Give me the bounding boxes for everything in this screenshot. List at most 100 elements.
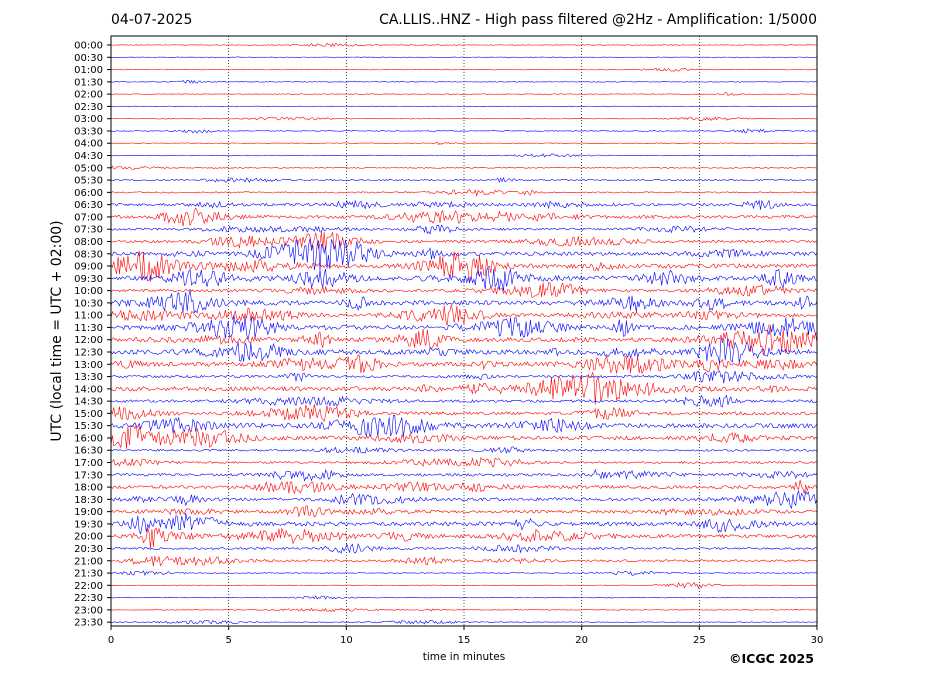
trace-2000 bbox=[110, 527, 818, 549]
trace-1200 bbox=[110, 324, 818, 356]
y-tick-label: 03:30 bbox=[74, 126, 103, 137]
y-tick-label: 12:00 bbox=[74, 335, 103, 346]
y-tick-label: 01:00 bbox=[74, 65, 103, 76]
y-tick-label: 08:00 bbox=[74, 237, 103, 248]
trace-1030 bbox=[110, 290, 818, 314]
trace-0800 bbox=[110, 231, 818, 251]
trace-1800 bbox=[110, 479, 818, 495]
y-tick-label: 22:00 bbox=[74, 581, 103, 592]
trace-0500 bbox=[110, 165, 818, 170]
trace-0030 bbox=[110, 56, 818, 58]
y-tick-label: 02:00 bbox=[74, 90, 103, 101]
trace-0300 bbox=[110, 116, 818, 122]
x-tick-label: 30 bbox=[811, 635, 824, 646]
y-tick-label: 15:30 bbox=[74, 421, 103, 432]
trace-1900 bbox=[110, 505, 818, 518]
y-tick-label: 19:30 bbox=[74, 519, 103, 530]
trace-1500 bbox=[110, 404, 818, 423]
trace-0430 bbox=[110, 153, 818, 158]
y-tick-label: 14:30 bbox=[74, 397, 103, 408]
y-tick-label: 03:00 bbox=[74, 114, 103, 125]
chart-title: CA.LLIS..HNZ - High pass filtered @2Hz -… bbox=[379, 12, 817, 28]
y-tick-label: 15:00 bbox=[74, 409, 103, 420]
trace-1830 bbox=[110, 489, 818, 510]
trace-1430 bbox=[110, 394, 818, 408]
date-label: 04-07-2025 bbox=[111, 12, 193, 28]
y-tick-label: 05:00 bbox=[74, 163, 103, 174]
x-tick-label: 15 bbox=[458, 635, 471, 646]
y-tick-label: 13:30 bbox=[74, 372, 103, 383]
trace-2200 bbox=[110, 581, 818, 589]
trace-2230 bbox=[111, 595, 818, 600]
trace-1130 bbox=[110, 314, 818, 340]
x-axis-label: time in minutes bbox=[423, 651, 505, 663]
trace-0830 bbox=[110, 238, 818, 271]
trace-1100 bbox=[110, 304, 818, 326]
trace-0330 bbox=[110, 128, 818, 134]
trace-1530 bbox=[110, 414, 818, 438]
seismic-traces bbox=[110, 42, 818, 625]
y-tick-label: 14:00 bbox=[74, 384, 103, 395]
y-tick-label: 01:30 bbox=[74, 77, 103, 88]
y-tick-label: 17:30 bbox=[74, 470, 103, 481]
trace-0600 bbox=[110, 189, 818, 197]
y-tick-label: 16:30 bbox=[74, 446, 103, 457]
x-tick-label: 0 bbox=[108, 635, 114, 646]
y-tick-label: 23:00 bbox=[74, 605, 103, 616]
x-tick-label: 20 bbox=[575, 635, 588, 646]
y-tick-label: 18:30 bbox=[74, 495, 103, 506]
y-tick-label: 17:00 bbox=[74, 458, 103, 469]
y-axis-label: UTC (local time = UTC + 02:00) bbox=[49, 220, 65, 441]
y-tick-label: 04:00 bbox=[74, 139, 103, 150]
y-tick-label: 21:30 bbox=[74, 569, 103, 580]
y-tick-label: 16:00 bbox=[74, 433, 103, 444]
y-tick-label: 04:30 bbox=[74, 151, 103, 162]
trace-0200 bbox=[110, 92, 818, 97]
trace-0530 bbox=[110, 176, 818, 183]
y-tick-label: 00:00 bbox=[74, 41, 103, 52]
trace-0100 bbox=[110, 67, 818, 72]
y-tick-label: 09:00 bbox=[74, 262, 103, 273]
y-tick-label: 07:00 bbox=[74, 212, 103, 223]
copyright-label: ©ICGC 2025 bbox=[729, 651, 814, 666]
x-tick-label: 5 bbox=[225, 635, 231, 646]
y-tick-label: 18:00 bbox=[74, 483, 103, 494]
trace-2030 bbox=[110, 543, 818, 554]
trace-0900 bbox=[110, 250, 818, 283]
trace-1330 bbox=[110, 370, 818, 384]
y-tick-label: 08:30 bbox=[74, 249, 103, 260]
trace-1730 bbox=[110, 468, 818, 482]
y-tick-label: 21:00 bbox=[74, 556, 103, 567]
x-tick-label: 25 bbox=[693, 635, 706, 646]
trace-2130 bbox=[111, 570, 818, 577]
trace-1600 bbox=[110, 424, 818, 449]
trace-1300 bbox=[110, 354, 818, 375]
y-tick-label: 10:00 bbox=[74, 286, 103, 297]
trace-1630 bbox=[110, 446, 818, 454]
trace-0700 bbox=[110, 207, 818, 227]
y-tick-label: 19:00 bbox=[74, 507, 103, 518]
y-tick-label: 13:00 bbox=[74, 360, 103, 371]
y-tick-label: 11:30 bbox=[74, 323, 103, 334]
y-tick-label: 06:30 bbox=[74, 200, 103, 211]
trace-1230 bbox=[110, 337, 818, 364]
y-tick-label: 12:30 bbox=[74, 348, 103, 359]
y-tick-label: 00:30 bbox=[74, 53, 103, 64]
x-tick-label: 10 bbox=[340, 635, 353, 646]
y-tick-label: 22:30 bbox=[74, 593, 103, 604]
trace-0130 bbox=[110, 79, 818, 84]
trace-2300 bbox=[110, 607, 818, 613]
trace-0000 bbox=[110, 42, 818, 48]
trace-0230 bbox=[110, 105, 818, 108]
trace-0730 bbox=[110, 224, 818, 235]
trace-1000 bbox=[110, 281, 818, 298]
x-tick-labels: 0 5 10 15 20 25 30 bbox=[108, 626, 824, 646]
trace-1930 bbox=[110, 512, 818, 535]
y-tick-label: 05:30 bbox=[74, 176, 103, 187]
trace-0630 bbox=[110, 199, 818, 210]
y-tick-label: 20:00 bbox=[74, 532, 103, 543]
y-tick-label: 06:00 bbox=[74, 188, 103, 199]
trace-2330 bbox=[110, 619, 818, 625]
